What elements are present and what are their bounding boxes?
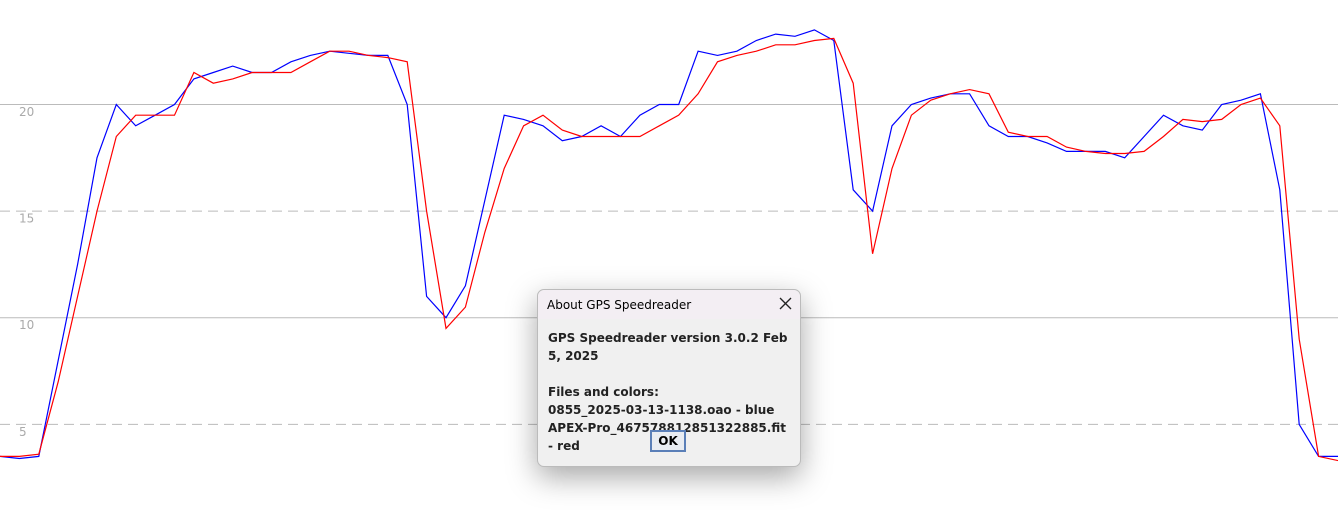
file-entry: APEX-Pro_467578812851322885.fit - red (548, 421, 786, 453)
dialog-body: GPS Speedreader version 3.0.2 Feb 5, 202… (538, 319, 800, 455)
files-heading: Files and colors: (548, 385, 659, 399)
title-bar: About GPS Speedreader (538, 290, 800, 319)
series-line (0, 29, 1338, 460)
dialog-title: About GPS Speedreader (547, 297, 692, 312)
series-line (0, 37, 1338, 462)
ok-button[interactable]: OK (650, 430, 686, 452)
y-tick-label: 10 (19, 318, 34, 332)
y-tick-label: 20 (19, 105, 34, 119)
close-button[interactable] (779, 297, 793, 311)
file-entry: 0855_2025-03-13-1138.oao - blue (548, 403, 775, 417)
y-tick-label: 15 (19, 212, 34, 226)
about-dialog: About GPS Speedreader GPS Speedreader ve… (537, 289, 801, 467)
version-text: GPS Speedreader version 3.0.2 Feb 5, 202… (548, 331, 788, 363)
y-tick-label: 5 (19, 425, 27, 439)
